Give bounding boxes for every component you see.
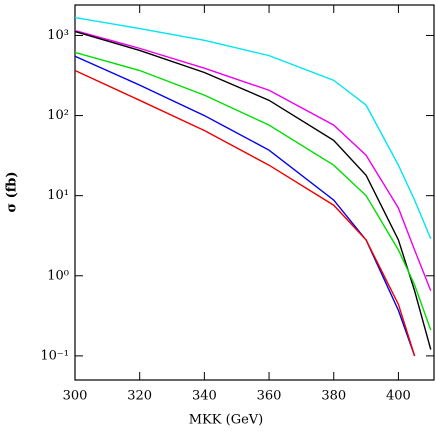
series-line [75,55,416,357]
series-line [75,29,432,292]
y-axis-label: σ (fb) [5,171,20,212]
x-tick-label: 300 [63,389,88,404]
x-tick-label: 340 [192,389,217,404]
y-tick-label: 10⁻¹ [40,348,69,363]
y-tick-label: 10³ [47,28,69,43]
y-tick-label: 10⁰ [47,268,69,283]
x-axis-label: MKK (GeV) [189,413,263,428]
series-line [75,16,432,240]
x-tick-label: 360 [257,389,282,404]
y-tick-label: 10² [47,108,69,123]
series-line [75,30,432,350]
x-tick-label: 380 [321,389,346,404]
series-line [75,51,432,331]
x-tick-label: 400 [386,389,411,404]
x-tick-label: 320 [127,389,152,404]
y-tick-label: 10¹ [47,188,69,203]
plot-frame [74,4,435,381]
series-line [75,69,416,357]
